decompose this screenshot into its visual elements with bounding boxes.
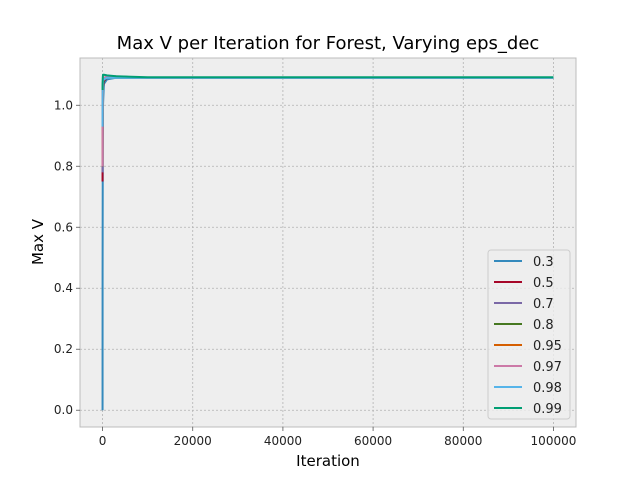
y-tick-label: 0.8 (54, 159, 73, 173)
y-tick-label: 0.4 (54, 281, 73, 295)
x-tick-label: 80000 (444, 434, 482, 448)
x-tick-label: 20000 (174, 434, 212, 448)
x-tick-label: 0 (99, 434, 107, 448)
legend-label: 0.8 (533, 318, 554, 333)
legend-label: 0.98 (533, 381, 562, 396)
x-axis-label: Iteration (296, 452, 360, 470)
axis-ticks: 0 20000 40000 60000 80000 100000 0.0 0.2 0.4 0.6 0… (54, 98, 576, 448)
x-tick-label: 40000 (264, 434, 302, 448)
legend-label: 0.3 (533, 255, 554, 270)
series-group (101, 73, 554, 411)
x-tick-label: 60000 (354, 434, 392, 448)
legend-label: 0.97 (533, 360, 562, 375)
legend-label: 0.95 (533, 339, 562, 354)
legend: 0.3 0.5 0.7 0.8 0.95 0.97 0.98 0.99 (487, 249, 571, 420)
y-tick-label: 0.6 (54, 220, 73, 234)
legend-label: 0.5 (533, 276, 554, 291)
chart-title: Max V per Iteration for Forest, Varying … (117, 33, 540, 54)
legend-label: 0.7 (533, 297, 554, 312)
series-line-0-99 (101, 73, 554, 91)
y-tick-label: 0.2 (54, 342, 73, 356)
x-tick-label: 100000 (531, 434, 577, 448)
y-tick-label: 0.0 (54, 403, 73, 417)
legend-label: 0.99 (533, 402, 562, 417)
y-tick-label: 1.0 (54, 98, 73, 112)
y-axis-label: Max V (29, 218, 47, 265)
legend-box (487, 249, 571, 420)
